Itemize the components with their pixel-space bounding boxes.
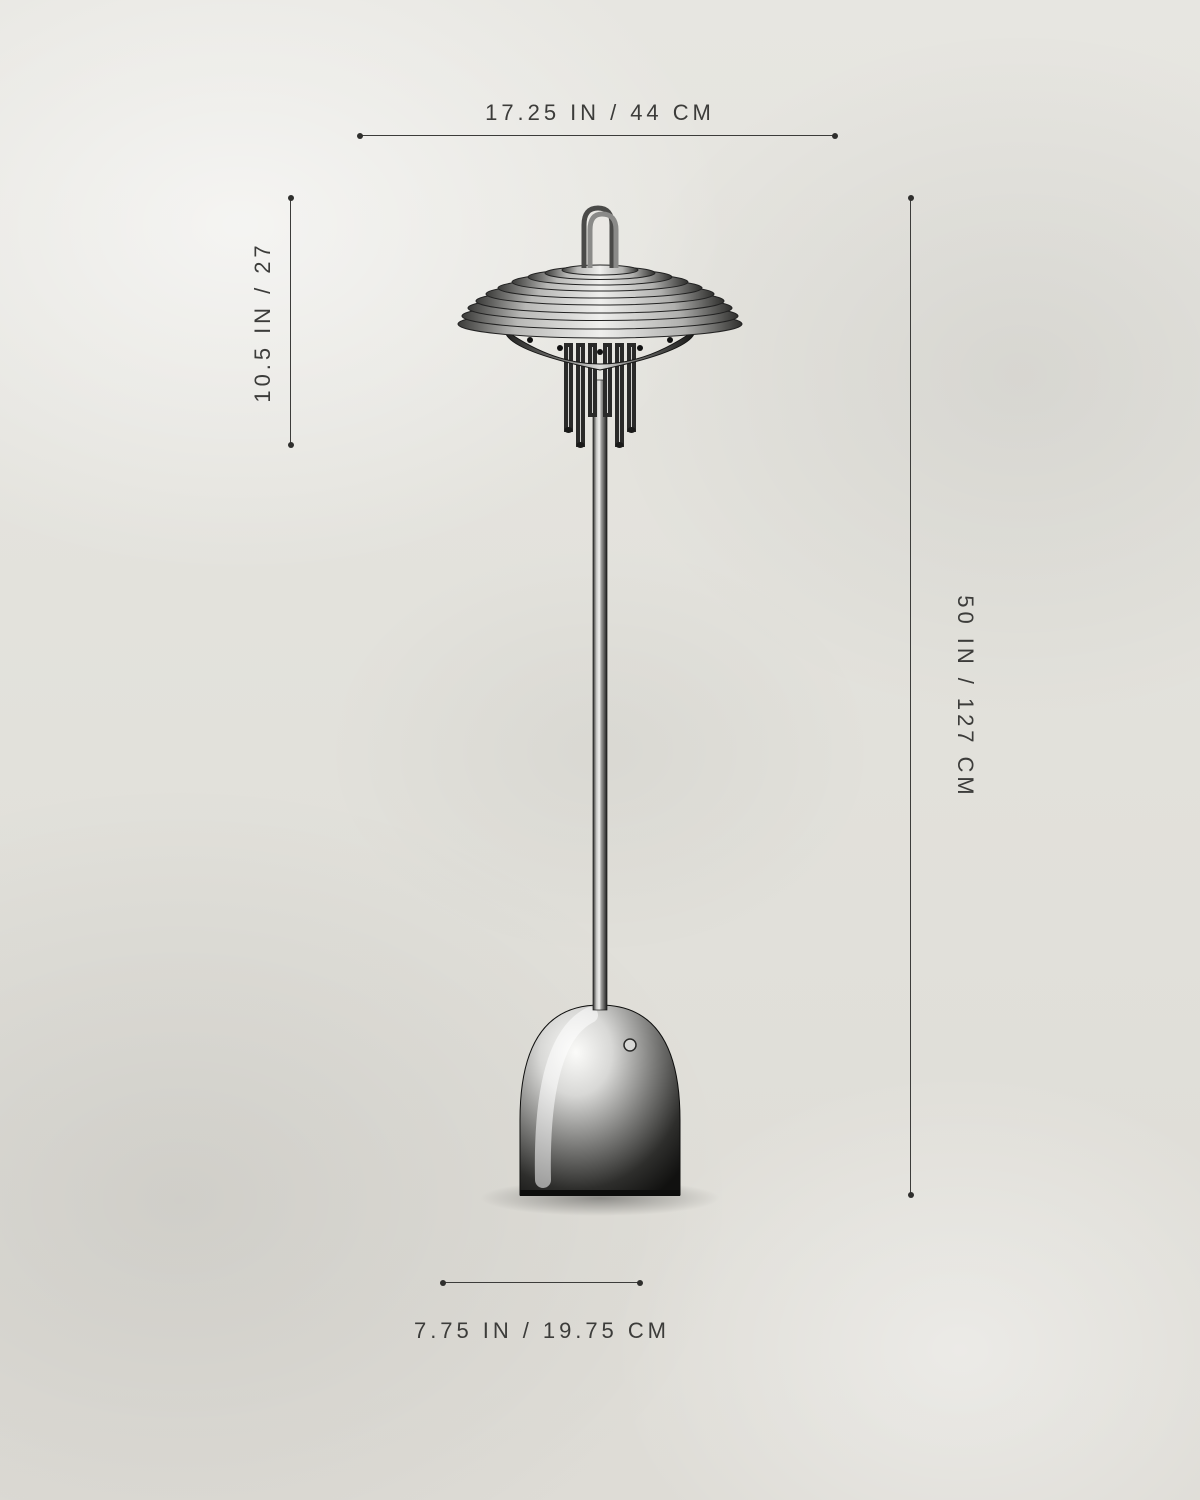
dim-bottom-width-label: 7.75 IN / 19.75 CM (414, 1318, 670, 1344)
dim-top-width-line (360, 135, 835, 136)
dim-total-height-label: 50 IN / 127 CM (952, 595, 978, 798)
dim-dot (288, 442, 294, 448)
dim-dot (908, 195, 914, 201)
dim-total-height-line (910, 198, 911, 1195)
dim-dot (908, 1192, 914, 1198)
dim-dot (832, 133, 838, 139)
dim-shade-height-label: 10.5 IN / 27 (250, 241, 276, 402)
dim-bottom-width-line (443, 1282, 640, 1283)
dim-dot (440, 1280, 446, 1286)
diagram-stage: 17.25 IN / 44 CM 7.75 IN / 19.75 CM 50 I… (0, 0, 1200, 1500)
dim-shade-height-line (290, 198, 291, 445)
dim-dot (357, 133, 363, 139)
lamp-illustration (0, 0, 1200, 1500)
dim-dot (288, 195, 294, 201)
dim-dot (637, 1280, 643, 1286)
dim-top-width-label: 17.25 IN / 44 CM (485, 100, 715, 126)
